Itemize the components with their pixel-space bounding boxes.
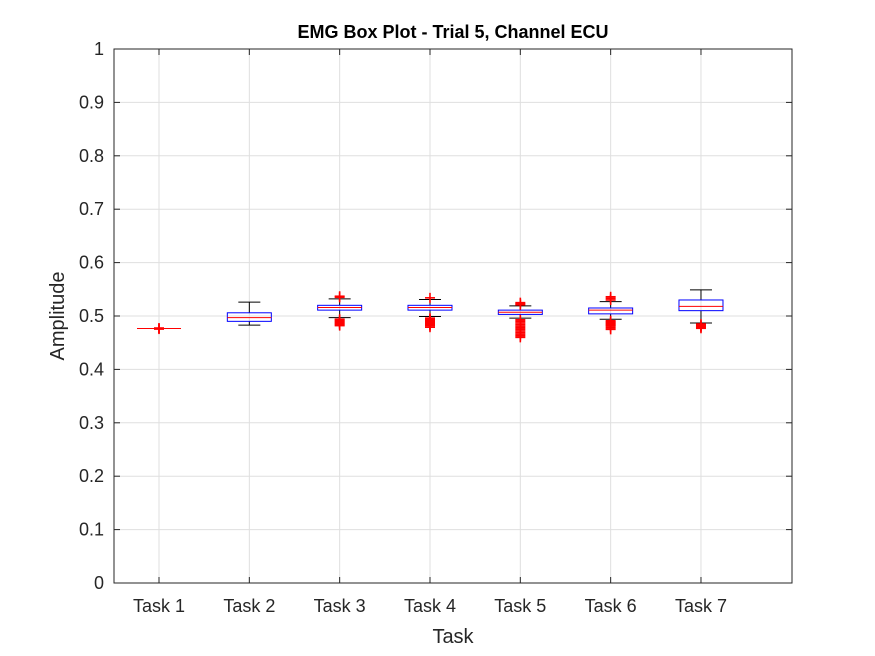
box-group	[588, 291, 634, 335]
y-tick-label: 0.5	[79, 306, 104, 326]
x-tick-label: Task 3	[314, 596, 366, 616]
y-tick-label: 0.9	[79, 92, 104, 112]
box-group	[407, 292, 453, 333]
y-tick-label: 0.7	[79, 199, 104, 219]
x-tick-label: Task 4	[404, 596, 456, 616]
x-tick-label: Task 7	[675, 596, 727, 616]
chart-title: EMG Box Plot - Trial 5, Channel ECU	[297, 22, 608, 42]
x-tick-label: Task 1	[133, 596, 185, 616]
y-tick-labels: 0 0.1 0.2 0.3 0.4 0.5 0.6 0.7 0.8 0.9 1	[79, 39, 104, 593]
y-tick-label: 0.4	[79, 359, 104, 379]
y-tick-label: 0.3	[79, 413, 104, 433]
y-tick-label: 0.2	[79, 466, 104, 486]
box-group	[678, 289, 724, 334]
box-group	[497, 297, 543, 343]
y-axis-label: Amplitude	[47, 272, 69, 361]
x-tick-label: Task 2	[223, 596, 275, 616]
box-group	[317, 291, 363, 331]
tick-marks	[114, 48, 792, 584]
y-tick-label: 0.6	[79, 253, 104, 273]
x-axis-label: Task	[432, 626, 474, 648]
box-iqr	[678, 299, 724, 312]
x-tick-label: Task 5	[494, 596, 546, 616]
y-tick-label: 0	[94, 573, 104, 593]
y-tick-label: 1	[94, 39, 104, 59]
box-series	[137, 289, 724, 343]
box-iqr	[226, 312, 272, 322]
y-tick-label: 0.1	[79, 520, 104, 540]
y-tick-label: 0.8	[79, 146, 104, 166]
box-group	[226, 301, 272, 326]
x-tick-label: Task 6	[585, 596, 637, 616]
box-iqr	[588, 307, 634, 315]
x-tick-labels: Task 1 Task 2 Task 3 Task 4 Task 5 Task 6 Task…	[133, 596, 727, 616]
box-group	[137, 323, 181, 335]
